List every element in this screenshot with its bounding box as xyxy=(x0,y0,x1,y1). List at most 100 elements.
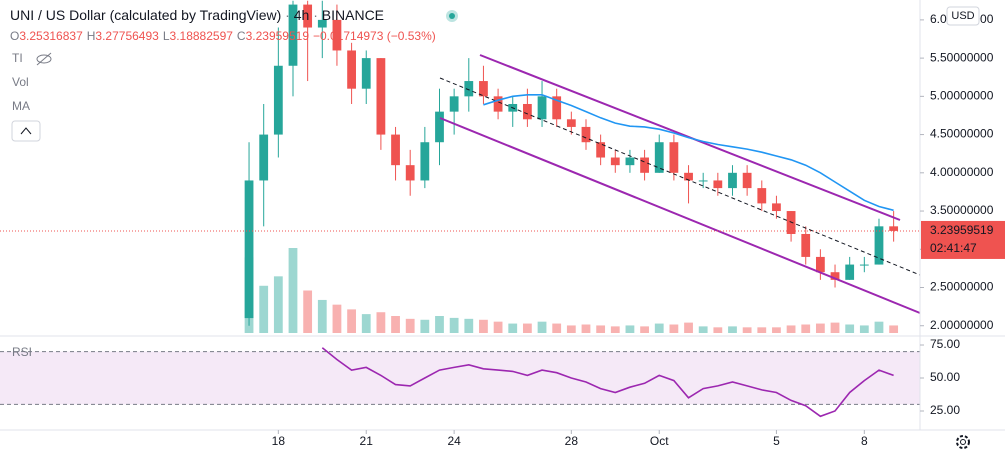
collapse-button[interactable] xyxy=(11,120,41,142)
volume-bar xyxy=(361,314,371,333)
candle-body xyxy=(845,264,855,280)
candle-body xyxy=(259,134,269,181)
title: UNI / US Dollar (calculated by TradingVi… xyxy=(10,7,281,23)
volume-bar xyxy=(625,325,635,333)
volume-bar xyxy=(464,318,474,333)
price-tag-label: 3.23959519 xyxy=(930,223,994,237)
candle-body xyxy=(449,96,459,112)
candle-body xyxy=(581,126,591,143)
rsi-band xyxy=(0,351,920,405)
eye-icon[interactable] xyxy=(36,52,52,66)
volume-bar xyxy=(757,327,767,333)
candle-body xyxy=(669,142,679,173)
candle-body xyxy=(610,157,620,166)
volume-bar xyxy=(566,325,576,333)
volume-bar xyxy=(640,326,649,333)
volume-bar xyxy=(772,327,781,333)
volume-bar xyxy=(317,299,327,333)
ohlc-key: O xyxy=(10,29,19,43)
volume-bar xyxy=(435,316,444,333)
candle-body xyxy=(830,272,840,280)
candle-body xyxy=(654,142,664,173)
candle-body xyxy=(244,180,254,319)
settings-icon[interactable] xyxy=(956,435,970,449)
candle-body xyxy=(288,4,298,66)
ohlc-key: L xyxy=(163,29,170,43)
x-tick-label: 8 xyxy=(861,434,868,448)
candle-body xyxy=(859,264,869,266)
ohlc-value: 3.18882597 xyxy=(170,29,234,43)
y-tick-label: 4.00000000 xyxy=(930,165,994,179)
price-tag xyxy=(921,220,1005,259)
volume-bar xyxy=(332,304,342,333)
candle-body xyxy=(742,172,752,189)
axes: 2.000000002.500000003.000000003.50000000… xyxy=(272,12,1005,448)
indicator-label: MA xyxy=(12,99,30,113)
volume-bar xyxy=(405,318,415,333)
volume-bar xyxy=(654,323,664,333)
y-tick-label: 2.50000000 xyxy=(930,280,994,294)
candle-body xyxy=(435,111,444,143)
volume-bar xyxy=(859,325,869,333)
x-tick-label: 24 xyxy=(447,434,461,448)
ohlc-value: 3.27756493 xyxy=(95,29,159,43)
ohlc-value: 3.23959519 xyxy=(246,29,310,43)
change: −0.01714973 (−0.53%) xyxy=(313,29,436,43)
candle-body xyxy=(801,233,811,257)
volume-bar xyxy=(610,326,620,333)
candle-body xyxy=(640,157,649,173)
volume-bar xyxy=(391,316,400,333)
volume-bar xyxy=(801,324,811,333)
volume-bar xyxy=(742,327,752,333)
candle-body xyxy=(493,96,503,112)
exchange: BINANCE xyxy=(322,7,384,23)
channel-mid xyxy=(439,77,921,276)
volume-bar xyxy=(449,317,459,333)
y-tick-label: 3.50000000 xyxy=(930,203,994,217)
volume-bar xyxy=(581,324,591,333)
y-tick-label: 5.00000000 xyxy=(930,89,994,103)
ohlc-value: 3.25316837 xyxy=(19,29,83,43)
volume-bar xyxy=(303,290,313,333)
candle-body xyxy=(772,203,781,212)
status-dot xyxy=(449,13,455,19)
candle-body xyxy=(317,19,327,28)
volume-bar xyxy=(889,325,899,333)
rsi-label: RSI xyxy=(12,345,32,359)
candle-body xyxy=(566,119,576,127)
candle-body xyxy=(552,96,562,120)
volume-bar xyxy=(273,276,283,333)
candle-body xyxy=(464,81,474,97)
candle-body xyxy=(874,226,884,265)
volume-bar xyxy=(522,323,532,333)
candle-body xyxy=(391,134,400,166)
volume-bar xyxy=(698,326,708,333)
volume-bar xyxy=(596,325,606,333)
candle-body xyxy=(479,81,488,97)
ma-line xyxy=(483,94,894,212)
candle-body xyxy=(713,180,723,189)
y-tick-label: 5.50000000 xyxy=(930,50,994,64)
candle-body xyxy=(347,50,356,89)
rsi-pane xyxy=(0,351,920,405)
volume-bar xyxy=(684,322,693,333)
rsi-tick-label: 50.00 xyxy=(930,370,960,384)
ohlc-line: O3.25316837 H3.27756493 L3.18882597 C3.2395… xyxy=(10,29,436,43)
candle-body xyxy=(889,226,899,231)
candle-body xyxy=(420,142,430,181)
overlay xyxy=(0,94,920,418)
volume-bar xyxy=(288,248,298,333)
volume-bar xyxy=(830,322,840,333)
volume-bar xyxy=(479,319,488,333)
volume-bar xyxy=(713,327,723,333)
currency-box[interactable] xyxy=(946,6,980,26)
indicator-label: TI xyxy=(12,51,23,65)
volume-bar xyxy=(728,326,737,333)
volume-bar xyxy=(347,309,356,333)
candle-body xyxy=(625,157,635,166)
currency: USD xyxy=(951,10,974,22)
candle-body xyxy=(376,58,386,135)
candle-body xyxy=(522,103,532,120)
